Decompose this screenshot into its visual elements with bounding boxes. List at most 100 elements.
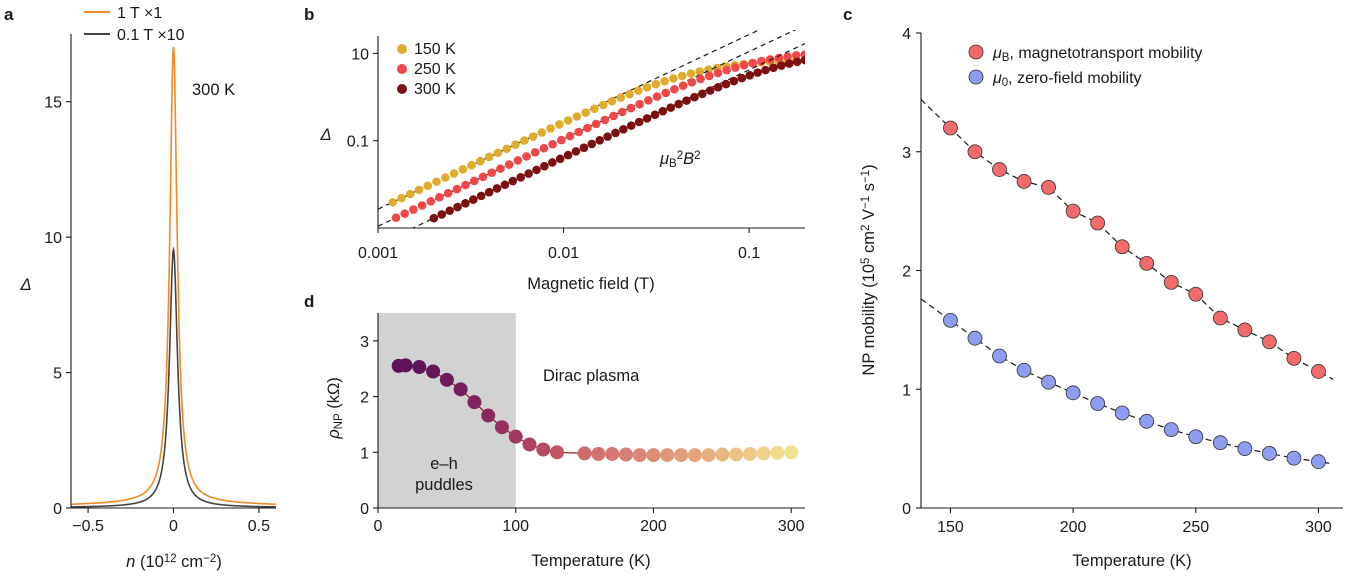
data-point xyxy=(701,448,716,463)
data-point xyxy=(461,199,470,208)
data-point xyxy=(674,99,683,109)
data-point xyxy=(426,197,436,206)
data-point xyxy=(484,152,494,162)
data-point xyxy=(1114,239,1130,255)
annotation-300k: 300 K xyxy=(192,81,235,99)
data-point xyxy=(1065,203,1081,219)
data-point xyxy=(563,116,573,125)
data-point xyxy=(992,348,1007,364)
data-point xyxy=(600,115,610,125)
data-point xyxy=(616,93,626,102)
data-point xyxy=(770,445,785,460)
data-point xyxy=(502,144,512,154)
y-tick-label: 0 xyxy=(360,501,369,518)
legend-label-0: μB, magnetotransport mobility xyxy=(992,45,1202,64)
data-point xyxy=(453,202,462,212)
data-point xyxy=(739,60,749,70)
annotation-fit: μB2B2 xyxy=(659,150,701,170)
data-point xyxy=(677,71,687,81)
data-point xyxy=(792,57,802,67)
panel-c: c 150 200 250 300 0 1 2 3 4 Temperature (K) NP mobi… xyxy=(843,5,1343,570)
data-point xyxy=(591,446,606,461)
data-point xyxy=(494,420,509,435)
data-point xyxy=(528,132,538,141)
data-point xyxy=(745,71,755,80)
data-point xyxy=(695,67,705,76)
data-point xyxy=(774,53,784,63)
data-point xyxy=(769,63,778,73)
y-tick-label: 10 xyxy=(44,230,62,247)
data-point xyxy=(1212,435,1228,451)
data-point xyxy=(555,120,564,129)
data-point xyxy=(650,110,660,120)
data-point xyxy=(587,139,597,149)
data-point xyxy=(516,173,526,182)
y-tick-label: 5 xyxy=(53,366,62,383)
data-point xyxy=(1090,215,1106,231)
data-point xyxy=(1261,334,1277,350)
data-point xyxy=(508,176,518,186)
data-point xyxy=(625,89,634,99)
x-tick-label: 0 xyxy=(169,518,178,535)
data-point xyxy=(626,103,636,113)
data-point xyxy=(619,124,628,134)
data-point xyxy=(397,193,406,203)
data-point xyxy=(429,213,439,223)
data-point xyxy=(607,96,617,106)
data-point xyxy=(577,446,592,461)
data-point xyxy=(1237,322,1253,338)
legend-marker-1 xyxy=(397,64,407,74)
data-point xyxy=(458,164,468,174)
data-point xyxy=(761,65,770,75)
x-tick-label: 300 xyxy=(1305,519,1332,536)
data-point xyxy=(443,188,453,198)
data-point xyxy=(398,358,413,373)
x-tick-label: 200 xyxy=(1060,519,1087,536)
y-tick-label: 15 xyxy=(44,95,62,112)
data-point xyxy=(791,51,801,60)
data-point xyxy=(548,158,557,167)
data-point xyxy=(1188,286,1204,302)
data-point xyxy=(591,119,601,129)
y-tick-label: 1 xyxy=(360,445,369,462)
data-point xyxy=(439,372,454,387)
data-point xyxy=(753,68,762,77)
data-point xyxy=(400,209,409,218)
data-point xyxy=(690,92,699,102)
data-point xyxy=(721,79,731,89)
data-point xyxy=(555,154,565,164)
data-point xyxy=(618,447,633,462)
data-point xyxy=(1041,179,1056,195)
data-point xyxy=(563,150,573,160)
data-point xyxy=(590,104,599,114)
data-point xyxy=(1139,255,1155,271)
y-axis-label: NP mobility (105 cm2 V−1 s−1) xyxy=(860,164,878,375)
data-point xyxy=(519,136,529,145)
x-tick-label: 0.001 xyxy=(358,245,398,262)
data-point xyxy=(565,131,575,141)
data-point xyxy=(449,169,459,178)
legend-marker-0 xyxy=(397,44,407,54)
data-point xyxy=(412,360,427,375)
legend-marker-1 xyxy=(968,69,984,85)
data-point xyxy=(611,128,620,138)
x-tick-label: 200 xyxy=(640,518,667,535)
data-point xyxy=(748,58,758,68)
data-point xyxy=(1212,310,1228,326)
data-point xyxy=(409,205,418,214)
data-point xyxy=(632,448,647,463)
data-point xyxy=(476,156,485,166)
legend-marker-0 xyxy=(968,44,984,60)
data-point xyxy=(574,127,584,137)
data-point xyxy=(461,180,470,190)
data-point xyxy=(674,448,689,463)
data-point xyxy=(493,148,503,158)
x-tick-label: 0.1 xyxy=(738,245,760,262)
x-axis-label: n (1012 cm−2) xyxy=(126,553,222,571)
data-point xyxy=(687,78,697,87)
y-tick-label: 2 xyxy=(360,390,369,407)
data-point xyxy=(992,162,1007,177)
data-point xyxy=(445,206,454,216)
data-point xyxy=(1090,396,1106,411)
data-point xyxy=(467,160,476,170)
